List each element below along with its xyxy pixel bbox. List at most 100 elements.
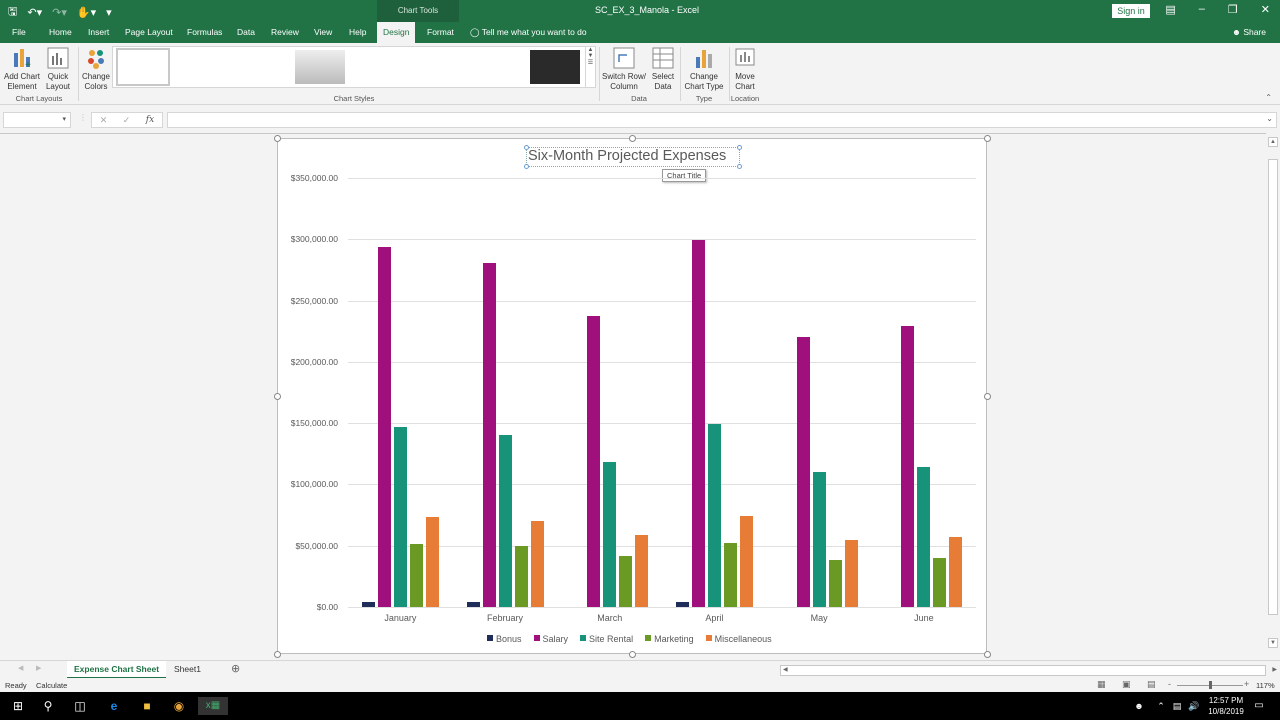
excel-taskbar-icon[interactable]: x▦ — [198, 697, 228, 715]
bar-marketing[interactable] — [514, 545, 528, 607]
tab-insert[interactable]: Insert — [88, 27, 110, 37]
name-box[interactable]: ▾ — [3, 112, 71, 128]
horizontal-scrollbar[interactable]: ◀ ▶ — [780, 665, 1277, 676]
quick-layout-button[interactable]: Quick Layout — [42, 45, 74, 92]
tab-formulas[interactable]: Formulas — [187, 27, 223, 37]
chart-style-3[interactable] — [234, 50, 284, 84]
resize-handle-t[interactable] — [629, 135, 636, 142]
status-calculate[interactable]: Calculate — [36, 681, 68, 690]
resize-handle-l[interactable] — [274, 393, 281, 400]
bar-bonus[interactable] — [466, 602, 480, 607]
sheet-tab-sheet1[interactable]: Sheet1 — [174, 664, 201, 674]
bar-marketing[interactable] — [409, 543, 423, 607]
vertical-scrollbar[interactable]: ▲ ▼ — [1266, 133, 1280, 660]
chart-style-7[interactable] — [470, 50, 520, 84]
zoom-slider-thumb[interactable] — [1209, 681, 1212, 689]
chart-style-6[interactable] — [411, 50, 461, 84]
bar-bonus[interactable] — [675, 602, 689, 607]
tab-page-layout[interactable]: Page Layout — [125, 27, 173, 37]
clock[interactable]: 12:57 PM 10/8/2019 — [1208, 696, 1244, 716]
share-button[interactable]: ☻ Share — [1231, 27, 1266, 37]
windows-start-icon[interactable]: ⊞ — [12, 699, 24, 713]
tab-review[interactable]: Review — [271, 27, 299, 37]
bar-salary[interactable] — [587, 316, 601, 607]
cancel-icon[interactable]: ✕ — [99, 114, 108, 125]
minimize-icon[interactable]: – — [1198, 3, 1205, 15]
sheet-tab-expense-chart-sheet[interactable]: Expense Chart Sheet — [67, 661, 167, 679]
change-chart-type-button[interactable]: Change Chart Type — [682, 45, 726, 92]
page-break-view-icon[interactable]: ▤ — [1147, 679, 1156, 689]
bar-marketing[interactable] — [619, 556, 633, 607]
redo-icon[interactable]: ↷▾ — [52, 7, 67, 19]
scroll-right-icon[interactable]: ▶ — [1272, 667, 1277, 673]
chart-style-1[interactable] — [116, 48, 170, 86]
zoom-out-icon[interactable]: - — [1168, 679, 1171, 689]
bar-miscellaneous[interactable] — [844, 539, 858, 607]
bar-site-rental[interactable] — [707, 424, 721, 607]
legend-item-miscellaneous[interactable]: Miscellaneous — [705, 634, 772, 644]
bar-site-rental[interactable] — [812, 472, 826, 607]
chart-style-4[interactable] — [295, 50, 345, 84]
bar-salary[interactable] — [377, 247, 391, 607]
action-center-icon[interactable]: ▭ — [1254, 700, 1264, 711]
chart-style-8[interactable] — [530, 50, 580, 84]
tab-view[interactable]: View — [314, 27, 333, 37]
search-icon[interactable]: ⚲ — [43, 699, 53, 713]
tab-file[interactable]: File — [12, 27, 26, 37]
touch-mode-icon[interactable]: ✋▾ — [76, 7, 97, 19]
legend-item-salary[interactable]: Salary — [533, 634, 568, 644]
tab-data[interactable]: Data — [237, 27, 255, 37]
resize-handle-r[interactable] — [984, 393, 991, 400]
bar-miscellaneous[interactable] — [739, 516, 753, 607]
chart-legend[interactable]: Bonus Salary Site Rental Marketing Misce… — [487, 634, 772, 644]
bar-miscellaneous[interactable] — [635, 535, 649, 607]
scroll-thumb[interactable] — [1268, 159, 1278, 615]
volume-icon[interactable]: 🔊 — [1188, 701, 1200, 711]
tell-me-search[interactable]: ◯ Tell me what you want to do — [470, 27, 587, 37]
insert-function-icon[interactable]: fx — [145, 115, 155, 125]
scroll-down-icon[interactable]: ▼ — [1268, 638, 1278, 648]
legend-item-bonus[interactable]: Bonus — [487, 634, 522, 644]
bar-miscellaneous[interactable] — [530, 520, 544, 607]
file-explorer-icon[interactable]: ■ — [143, 699, 151, 713]
ribbon-display-options-icon[interactable]: ▤ — [1165, 4, 1176, 16]
tab-help[interactable]: Help — [349, 27, 367, 37]
chart-style-5[interactable] — [353, 50, 403, 84]
bar-site-rental[interactable] — [498, 435, 512, 607]
sign-in-button[interactable]: Sign in — [1112, 4, 1150, 18]
bar-marketing[interactable] — [723, 543, 737, 607]
scroll-left-icon[interactable]: ◀ — [783, 667, 788, 673]
scroll-tabs-left-icon[interactable]: ◀ — [18, 665, 24, 672]
bar-site-rental[interactable] — [393, 427, 407, 607]
resize-handle-tr[interactable] — [984, 135, 991, 142]
bar-salary[interactable] — [796, 336, 810, 607]
bar-marketing[interactable] — [828, 560, 842, 607]
switch-row-column-button[interactable]: Switch Row/ Column — [601, 45, 647, 92]
tab-design[interactable]: Design — [377, 22, 416, 43]
resize-handle-bl[interactable] — [274, 651, 281, 658]
tab-format[interactable]: Format — [427, 27, 454, 37]
tab-home[interactable]: Home — [49, 27, 72, 37]
bar-bonus[interactable] — [361, 602, 375, 607]
move-chart-button[interactable]: Move Chart — [731, 45, 759, 92]
chrome-icon[interactable]: ◉ — [173, 699, 185, 713]
select-data-button[interactable]: Select Data — [649, 45, 677, 92]
save-icon[interactable]: 🖫 — [8, 6, 18, 18]
change-colors-button[interactable]: Change Colors — [80, 45, 112, 92]
expand-formula-bar-icon[interactable]: ⌄ — [1266, 114, 1273, 123]
bar-site-rental[interactable] — [917, 467, 931, 607]
scroll-tabs-right-icon[interactable]: ▶ — [36, 665, 42, 672]
bar-miscellaneous[interactable] — [425, 517, 439, 607]
resize-handle-tl[interactable] — [274, 135, 281, 142]
gallery-scrollbar[interactable]: ▲ ▼ ☰ — [585, 47, 595, 87]
task-view-icon[interactable]: ◫ — [74, 699, 86, 713]
bar-site-rental[interactable] — [603, 461, 617, 607]
legend-item-marketing[interactable]: Marketing — [645, 634, 694, 644]
people-icon[interactable]: ☻ — [1134, 701, 1144, 711]
bar-salary[interactable] — [901, 325, 915, 607]
page-layout-view-icon[interactable]: ▣ — [1122, 679, 1131, 689]
close-icon[interactable]: ✕ — [1260, 4, 1270, 16]
bar-salary[interactable] — [691, 240, 705, 607]
zoom-in-icon[interactable]: + — [1244, 679, 1250, 689]
collapse-ribbon-icon[interactable]: ⌃ — [1265, 93, 1272, 102]
